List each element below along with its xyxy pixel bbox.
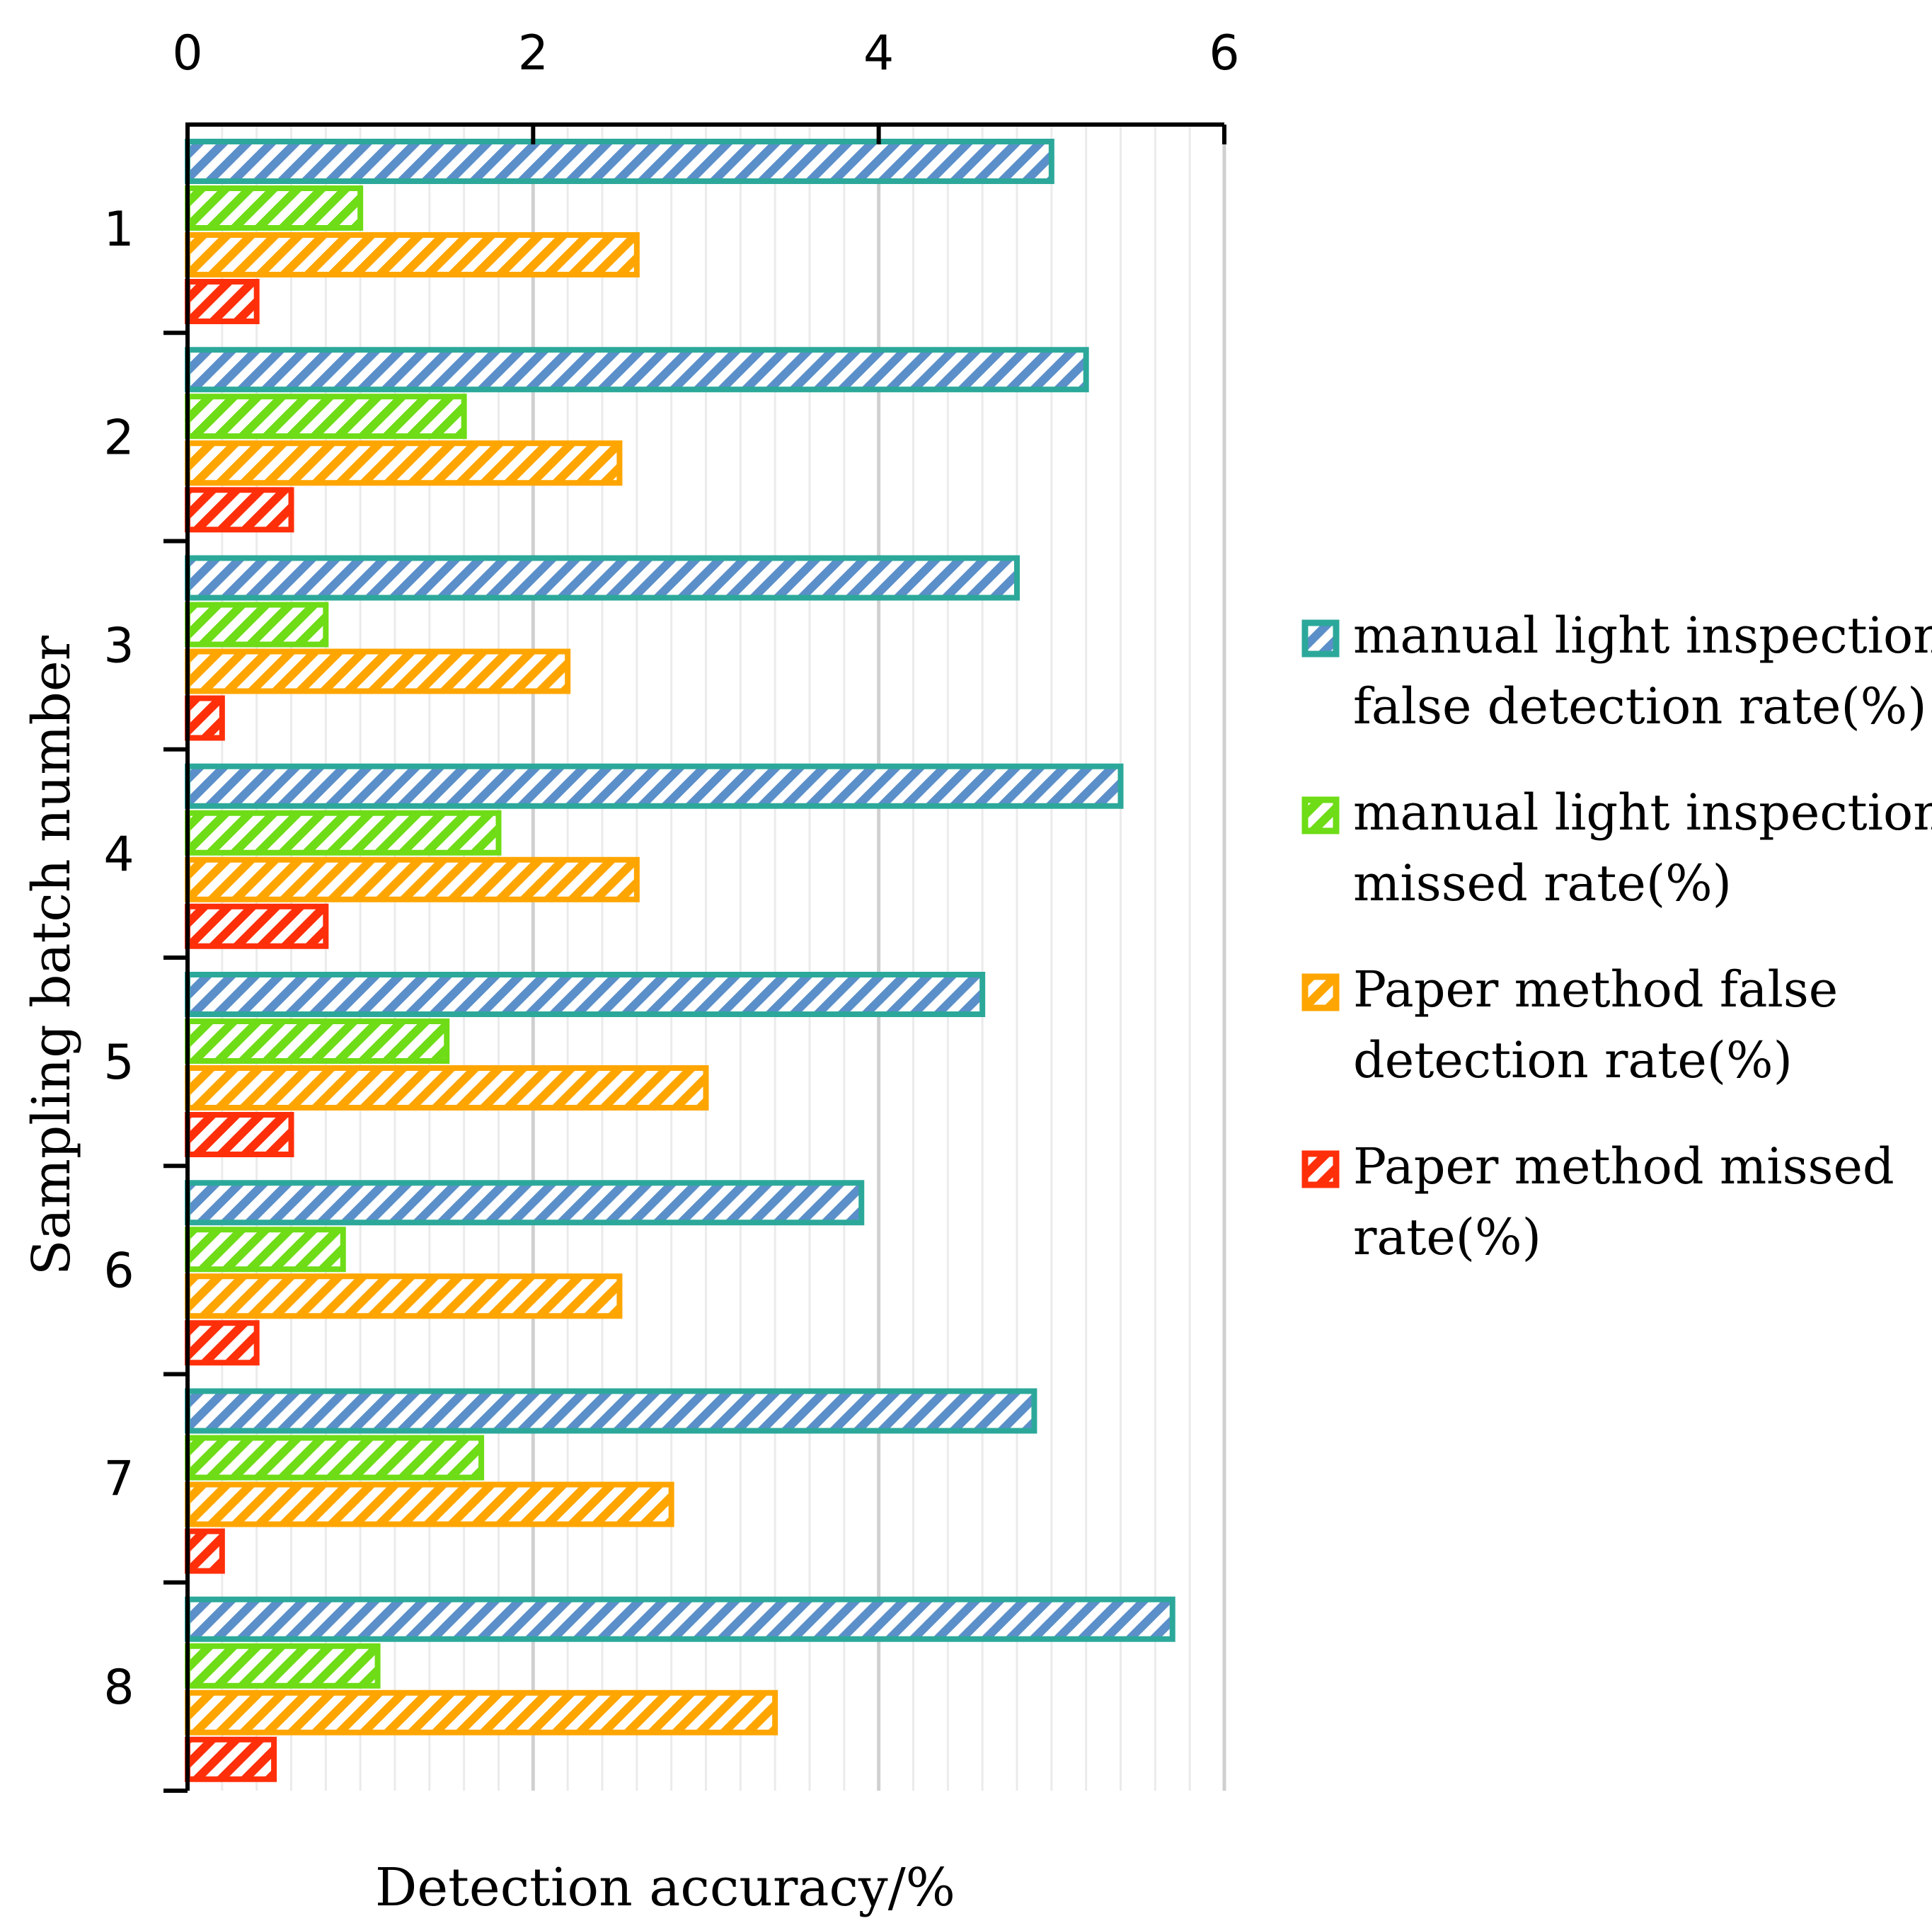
x-tick-label: 4: [863, 25, 894, 81]
bar-batch-3-series-2: [185, 602, 329, 648]
bar-batch-7-series-2: [185, 1435, 485, 1481]
legend-item: manual light inspection missed rate(%): [1301, 784, 1932, 912]
bar-batch-2-series-3: [185, 440, 623, 486]
x-axis-title: Detection accuracy/%: [375, 1857, 955, 1918]
bar-batch-8-series-2: [185, 1643, 381, 1689]
legend-label: Paper method false: [1353, 960, 1838, 1018]
bar-batch-1-series-4: [185, 279, 260, 324]
bar-batch-5-series-3: [185, 1065, 709, 1111]
y-tick-label: 4: [103, 827, 134, 883]
bar-batch-7-series-4: [185, 1528, 225, 1574]
bar-batch-2-series-1: [185, 347, 1089, 393]
bar-batch-4-series-1: [185, 763, 1124, 809]
x-tick-label: 2: [518, 25, 548, 81]
legend-label: rate(%): [1353, 1208, 1541, 1266]
bar-batch-3-series-3: [185, 648, 571, 694]
bar-batch-4-series-2: [185, 810, 502, 856]
bar-batch-2-series-2: [185, 394, 467, 440]
bar-batch-6-series-4: [185, 1320, 260, 1366]
bar-batch-8-series-1: [185, 1596, 1175, 1642]
y-tick-label: 5: [103, 1035, 134, 1091]
bar-batch-8-series-3: [185, 1689, 778, 1735]
bar-batch-4-series-3: [185, 856, 640, 902]
bar-batch-5-series-2: [185, 1018, 450, 1064]
legend-item: Paper method false detection rate(%): [1301, 960, 1838, 1089]
legend: manual light inspection false detection r…: [1301, 607, 1932, 1266]
bar-batch-3-series-4: [185, 695, 225, 741]
y-tick-label: 2: [103, 410, 134, 466]
bar-batch-7-series-3: [185, 1481, 674, 1527]
bar-batch-4-series-4: [185, 903, 329, 949]
legend-swatch: [1301, 796, 1340, 834]
bar-batch-7-series-1: [185, 1388, 1037, 1434]
bars: [185, 139, 1175, 1782]
bar-batch-2-series-4: [185, 487, 294, 533]
y-tick-label: 3: [103, 619, 134, 675]
y-tick-label: 8: [103, 1660, 134, 1716]
bar-batch-6-series-3: [185, 1273, 623, 1319]
bar-batch-1-series-1: [185, 139, 1054, 184]
y-tick-label: 7: [103, 1452, 134, 1508]
bar-batch-5-series-1: [185, 972, 986, 1017]
y-tick-label: 1: [103, 202, 134, 258]
legend-label: Paper method missed: [1353, 1137, 1894, 1195]
axes: 0 2 4 6 1 2 3 4 5 6 7 8: [103, 25, 1240, 1793]
bar-batch-1-series-3: [185, 232, 640, 277]
legend-item: manual light inspection false detection r…: [1301, 607, 1932, 735]
legend-item: Paper method missed rate(%): [1301, 1137, 1894, 1266]
x-tick-label: 0: [172, 25, 202, 81]
legend-label: manual light inspection: [1353, 784, 1932, 842]
legend-label: manual light inspection: [1353, 607, 1932, 665]
legend-label: missed rate(%): [1353, 854, 1732, 912]
x-tick-label: 6: [1209, 25, 1239, 81]
bar-batch-6-series-2: [185, 1227, 346, 1273]
bar-batch-1-series-2: [185, 185, 364, 231]
legend-label: false detection rate(%): [1353, 677, 1927, 735]
bar-batch-3-series-1: [185, 555, 1020, 601]
legend-label: detection rate(%): [1353, 1031, 1793, 1089]
legend-swatch: [1301, 1150, 1340, 1188]
bar-batch-5-series-4: [185, 1112, 294, 1157]
legend-swatch: [1301, 619, 1340, 658]
y-axis-title: Sampling batch number: [21, 635, 82, 1275]
y-tick-label: 6: [103, 1243, 134, 1299]
bar-batch-6-series-1: [185, 1180, 865, 1226]
bar-batch-8-series-4: [185, 1736, 277, 1782]
legend-swatch: [1301, 973, 1340, 1011]
